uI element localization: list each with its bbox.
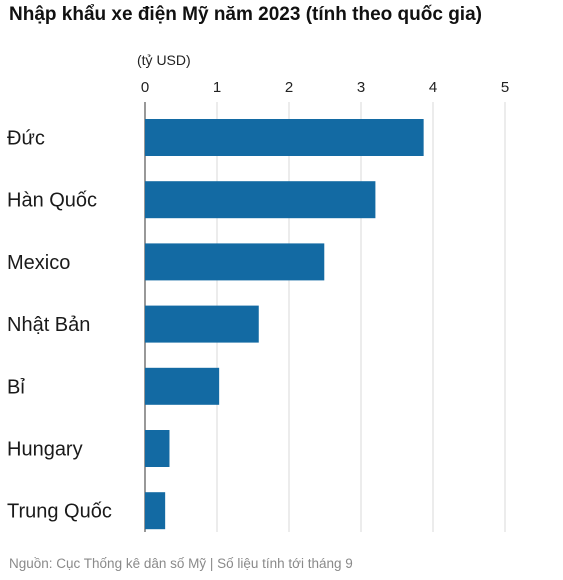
x-tick-label: 3 — [357, 79, 365, 96]
bar — [145, 367, 220, 405]
x-tick-label: 1 — [213, 79, 221, 96]
unit-label: (tỷ USD) — [137, 52, 191, 68]
bar — [145, 430, 170, 467]
bar — [145, 305, 259, 343]
chart-title: Nhập khẩu xe điện Mỹ năm 2023 (tính theo… — [9, 4, 482, 25]
category-label: Trung Quốc — [7, 501, 112, 523]
category-label: Mexico — [7, 252, 70, 274]
category-label: Bỉ — [7, 376, 25, 398]
category-label: Hungary — [7, 439, 83, 461]
x-tick-label: 2 — [285, 79, 293, 96]
category-label: Nhật Bản — [7, 314, 90, 336]
bar — [145, 492, 166, 530]
bar — [145, 243, 325, 281]
bar-chart: 0 1 2 3 4 5 Đức Hàn Quốc Mexico Nhật Bản Bỉ Hungary… — [7, 79, 509, 532]
category-label: Đức — [7, 128, 45, 150]
bar — [145, 181, 376, 219]
bar — [145, 119, 424, 156]
source-note: Nguồn: Cục Thống kê dân số Mỹ | Số liệu … — [9, 556, 353, 571]
x-tick-label: 5 — [501, 79, 509, 96]
category-label: Hàn Quốc — [7, 190, 97, 212]
x-tick-label: 0 — [141, 79, 149, 96]
x-tick-label: 4 — [429, 79, 437, 96]
